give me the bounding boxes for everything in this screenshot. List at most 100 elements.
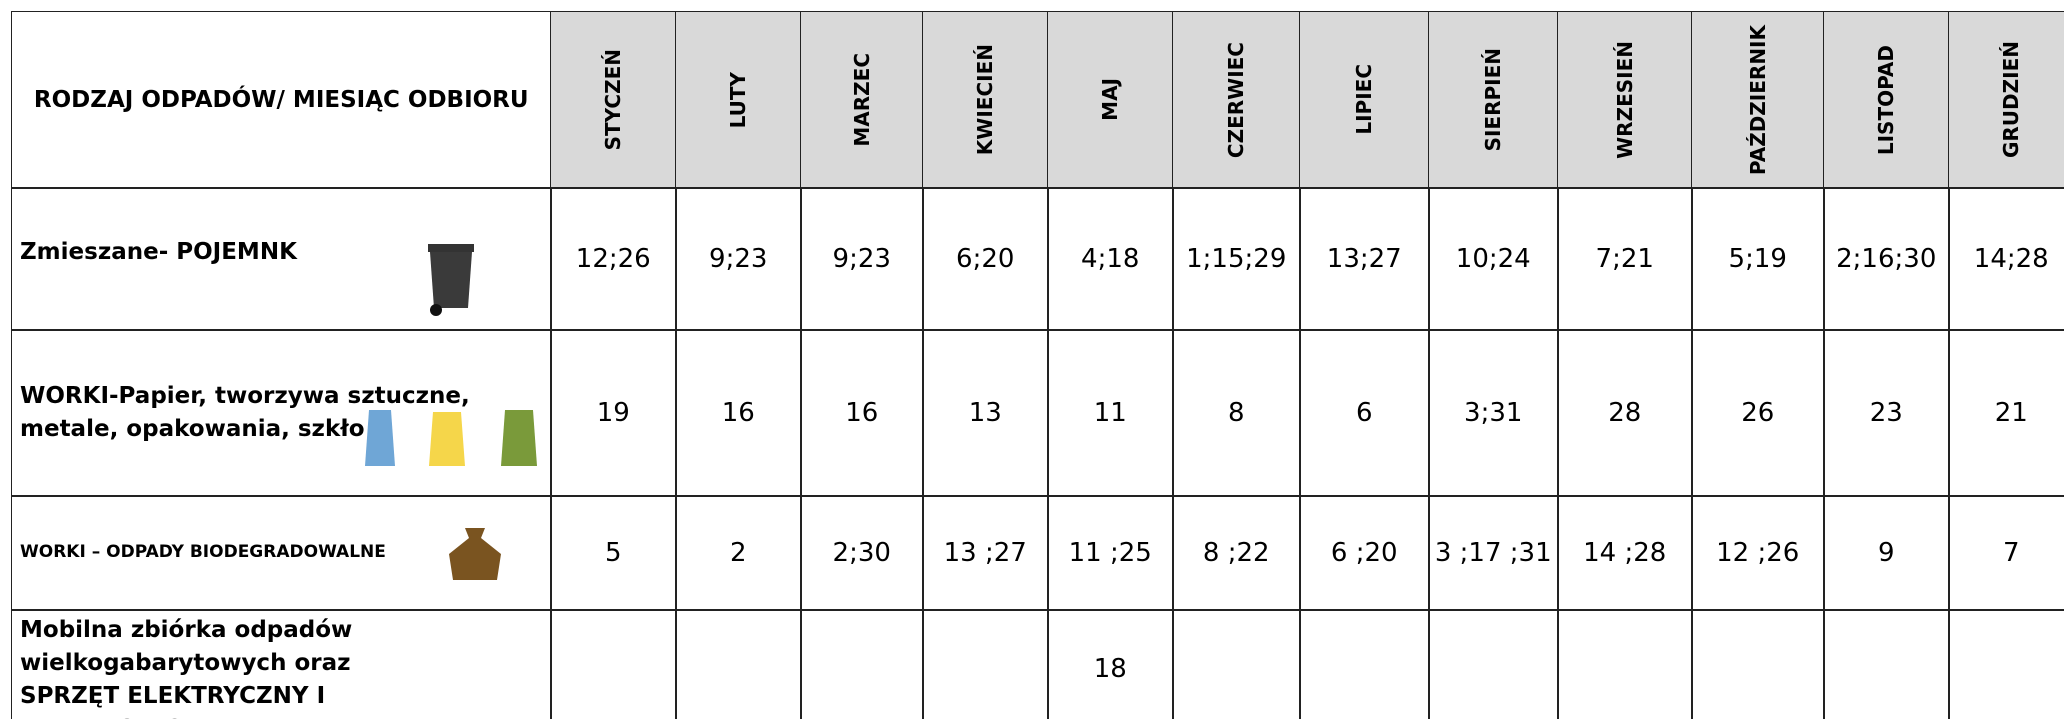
- value-cell: 23: [1823, 329, 1950, 497]
- value-cell: [1428, 609, 1559, 719]
- cell-text: WORKI – ODPADY BIODEGRADOWALNE: [20, 542, 386, 563]
- value-cell: 2;30: [800, 495, 924, 611]
- cell-text: WORKI-Papier, tworzywa sztuczne, metale,…: [20, 382, 470, 442]
- cell-text: 2;30: [832, 537, 891, 568]
- value-cell: 2;16;30: [1823, 187, 1950, 331]
- value-cell: 8: [1172, 329, 1301, 497]
- value-cell: 11 ;25: [1047, 495, 1174, 611]
- cell-text: 18: [1093, 654, 1127, 684]
- value-cell: 13 ;27: [922, 495, 1049, 611]
- value-cell: 2: [675, 495, 802, 611]
- cell-text: LIPIEC: [1352, 64, 1377, 136]
- value-cell: 4;18: [1047, 187, 1174, 331]
- bio-bag-icon: [449, 528, 501, 580]
- corner-cell: RODZAJ ODPADÓW/ MIESIĄC ODBIORU: [11, 11, 552, 189]
- cell-text: 6;20: [956, 243, 1015, 274]
- bin-icon: [428, 244, 474, 316]
- cell-text: 3 ;17 ;31: [1434, 537, 1552, 568]
- cell-text: 6 ;20: [1330, 537, 1398, 568]
- value-cell: 1;15;29: [1172, 187, 1301, 331]
- month-header: KWIECIEŃ: [922, 11, 1049, 189]
- value-cell: 3;31: [1428, 329, 1559, 497]
- value-cell: 3 ;17 ;31: [1428, 495, 1559, 611]
- month-header: WRZESIEŃ: [1557, 11, 1693, 189]
- value-cell: [1948, 609, 2064, 719]
- bags-icon: [365, 410, 537, 466]
- value-cell: 7;21: [1557, 187, 1693, 331]
- cell-text: 19: [596, 397, 630, 428]
- month-header: LIPIEC: [1299, 11, 1430, 189]
- value-cell: 6 ;20: [1299, 495, 1430, 611]
- value-cell: [1823, 609, 1950, 719]
- cell-text: 7;21: [1595, 243, 1654, 274]
- cell-text: 5;19: [1728, 243, 1787, 274]
- month-header: SIERPIEŃ: [1428, 11, 1559, 189]
- value-cell: [675, 609, 802, 719]
- cell-text: 11: [1093, 397, 1127, 428]
- row-label: WORKI-Papier, tworzywa sztuczne, metale,…: [11, 329, 552, 497]
- cell-text: MAJ: [1098, 78, 1123, 122]
- month-header: LISTOPAD: [1823, 11, 1950, 189]
- cell-text: LISTOPAD: [1874, 44, 1899, 155]
- value-cell: 6;20: [922, 187, 1049, 331]
- cell-text: 8 ;22: [1202, 537, 1270, 568]
- cell-text: 2;16;30: [1836, 243, 1937, 274]
- cell-text: 1;15;29: [1186, 243, 1287, 274]
- cell-text: MARZEC: [849, 52, 874, 147]
- cell-text: 5: [604, 537, 622, 568]
- cell-text: 9;23: [709, 243, 768, 274]
- cell-text: RODZAJ ODPADÓW/ MIESIĄC ODBIORU: [33, 86, 529, 113]
- cell-text: 26: [1741, 397, 1775, 428]
- value-cell: 12 ;26: [1691, 495, 1825, 611]
- cell-text: 2: [729, 537, 747, 568]
- cell-text: 13: [968, 397, 1002, 428]
- cell-text: 28: [1608, 397, 1642, 428]
- value-cell: 21: [1948, 329, 2064, 497]
- value-cell: [922, 609, 1049, 719]
- cell-text: 7: [2002, 537, 2020, 568]
- cell-text: KWIECIEŃ: [973, 44, 998, 156]
- value-cell: [1691, 609, 1825, 719]
- cell-text: STYCZEŃ: [601, 49, 626, 151]
- value-cell: 5;19: [1691, 187, 1825, 331]
- value-cell: [800, 609, 924, 719]
- cell-text: 12 ;26: [1716, 537, 1800, 568]
- value-cell: 10;24: [1428, 187, 1559, 331]
- cell-text: CZERWIEC: [1224, 41, 1249, 158]
- cell-text: 4;18: [1081, 243, 1140, 274]
- value-cell: [1557, 609, 1693, 719]
- value-cell: [550, 609, 677, 719]
- value-cell: 8 ;22: [1172, 495, 1301, 611]
- cell-text: GRUDZIEŃ: [1999, 41, 2024, 159]
- cell-text: PAŹDZIERNIK: [1745, 24, 1770, 175]
- month-header: STYCZEŃ: [550, 11, 677, 189]
- cell-text: Mobilna zbiórka odpadów wielkogabarytowy…: [20, 617, 353, 719]
- cell-text: LUTY: [726, 71, 751, 128]
- value-cell: 12;26: [550, 187, 677, 331]
- value-cell: 19: [550, 329, 677, 497]
- value-cell: 7: [1948, 495, 2064, 611]
- value-cell: 26: [1691, 329, 1825, 497]
- cell-text: 8: [1227, 397, 1245, 428]
- cell-text: 13;27: [1326, 243, 1402, 274]
- value-cell: 13: [922, 329, 1049, 497]
- cell-text: 14;28: [1973, 243, 2049, 274]
- value-cell: 5: [550, 495, 677, 611]
- cell-text: WRZESIEŃ: [1612, 40, 1637, 159]
- value-cell: 28: [1557, 329, 1693, 497]
- cell-text: 16: [721, 397, 755, 428]
- cell-text: Zmieszane- POJEMNK: [20, 239, 297, 265]
- row-label: Mobilna zbiórka odpadów wielkogabarytowy…: [11, 609, 552, 719]
- value-cell: 13;27: [1299, 187, 1430, 331]
- cell-text: 16: [845, 397, 879, 428]
- value-cell: 9;23: [675, 187, 802, 331]
- value-cell: 16: [675, 329, 802, 497]
- month-header: PAŹDZIERNIK: [1691, 11, 1825, 189]
- cell-text: 12;26: [575, 243, 651, 274]
- value-cell: 18: [1047, 609, 1174, 719]
- value-cell: 6: [1299, 329, 1430, 497]
- cell-text: 21: [1994, 397, 2028, 428]
- value-cell: [1299, 609, 1430, 719]
- cell-text: 23: [1869, 397, 1903, 428]
- value-cell: 11: [1047, 329, 1174, 497]
